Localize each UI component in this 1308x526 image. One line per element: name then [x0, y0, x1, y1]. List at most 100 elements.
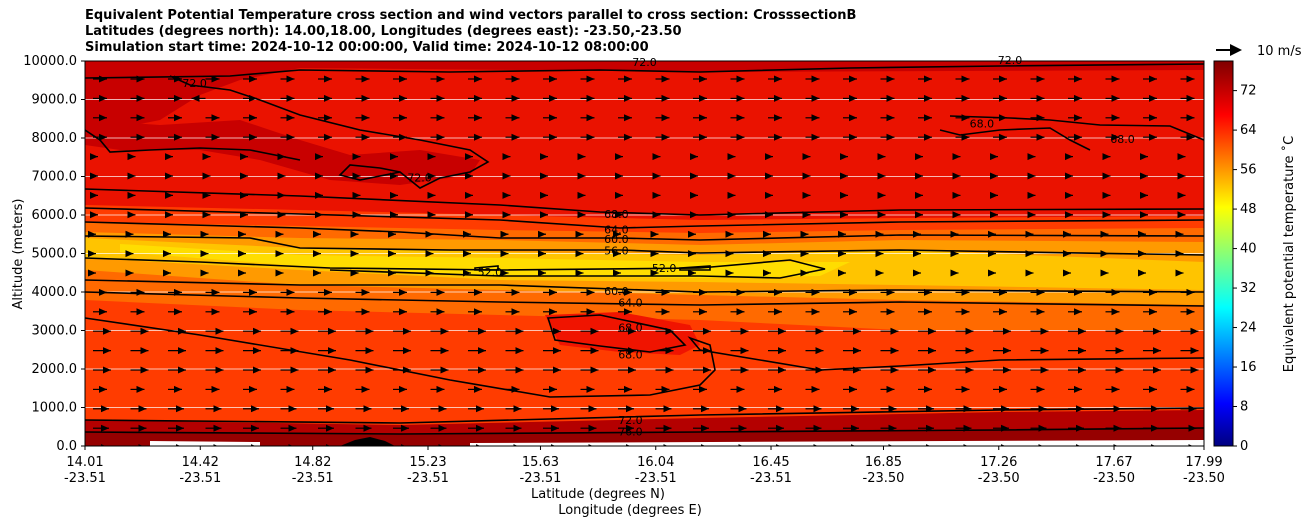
wind-vector-head-8-14	[613, 230, 621, 238]
wind-vector-head-8-28	[1138, 230, 1146, 238]
contour-label-1: 72.0	[182, 77, 207, 90]
wind-vector-head-13-29	[1190, 327, 1199, 335]
wind-vector-head-9-16	[688, 250, 696, 258]
wind-vector-head-4-24	[990, 153, 998, 161]
wind-vector-head-17-19	[813, 405, 822, 413]
wind-vector-head-2-22	[924, 114, 932, 122]
wind-vector-head-13-5	[290, 327, 299, 335]
wind-vector-head-15-10	[478, 366, 486, 374]
wind-vector-head-16-17	[736, 385, 745, 393]
wind-vector-head-4-29	[1177, 153, 1186, 161]
wind-vector-head-11-3	[211, 288, 220, 296]
wind-vector-head-7-26	[1065, 211, 1073, 219]
cb-tick-label-4: 32	[1240, 281, 1257, 296]
wind-vector-head-17-7	[363, 405, 372, 413]
y-axis: 0.0 1000.0 2000.0 3000.0 4000.0 5000.0 6000.0 7…	[23, 54, 85, 454]
wind-vector-head-8-17	[725, 230, 734, 238]
wind-vector-head-3-11	[511, 133, 520, 141]
wind-vector-head-2-0	[99, 114, 107, 122]
wind-vector-head-10-10	[463, 269, 471, 277]
wind-vector-head-8-10	[463, 230, 471, 238]
wind-vector-head-10-1	[125, 269, 134, 277]
wind-vector-head-10-26	[1063, 269, 1071, 277]
wind-vector-head-1-29	[1186, 94, 1195, 102]
wind-vector-head-9-5	[275, 250, 284, 258]
wind-vector-head-8-13	[575, 230, 584, 238]
wind-vector-head-3-2	[174, 133, 182, 141]
wind-vector-head-15-13	[590, 366, 599, 374]
wind-vector-head-5-28	[1140, 172, 1148, 180]
cb-tick-label-2: 16	[1240, 360, 1257, 375]
wind-vector-head-1-26	[1074, 94, 1082, 102]
wind-vectors	[88, 75, 1199, 446]
contour-label-8: 60.0	[604, 233, 629, 246]
wind-vector-head-4-22	[915, 153, 923, 161]
wind-vector-head-15-24	[1003, 366, 1011, 374]
wind-vector-head-13-2	[178, 327, 186, 335]
wind-vector-head-9-22	[913, 250, 921, 258]
wind-vector-head-0-28	[1149, 75, 1157, 83]
wind-vector-head-17-22	[926, 405, 934, 413]
wind-vector-head-11-22	[924, 288, 932, 296]
wind-vector-head-4-18	[765, 153, 773, 161]
wind-vector-head-16-13	[586, 385, 595, 393]
wind-vector-head-0-19	[811, 75, 820, 83]
wind-vector-head-9-2	[163, 250, 171, 258]
wind-vector-head-11-8	[399, 288, 407, 296]
wind-vector-head-10-7	[350, 269, 359, 277]
wind-vector-head-3-9	[436, 133, 445, 141]
wind-vector-head-9-0	[88, 250, 96, 258]
wind-vector-head-14-17	[740, 347, 749, 355]
wind-vector-head-4-27	[1102, 153, 1111, 161]
wind-vector-head-13-19	[815, 327, 824, 335]
wind-vector-head-4-28	[1140, 153, 1148, 161]
wind-vector-head-17-29	[1188, 405, 1197, 413]
wind-vector-head-11-11	[511, 288, 520, 296]
wind-vector-head-14-14	[628, 347, 636, 355]
wind-vector-head-10-15	[650, 269, 659, 277]
wind-vector-head-17-11	[513, 405, 522, 413]
wind-vector-head-18-28	[1151, 424, 1159, 432]
wind-vector-head-12-2	[174, 308, 182, 316]
wind-vector-head-1-5	[286, 94, 295, 102]
wind-vector-head-13-4	[253, 327, 261, 335]
wind-vector-head-5-10	[465, 172, 473, 180]
wind-vector-head-6-5	[277, 191, 286, 199]
wind-vector-head-8-5	[275, 230, 284, 238]
x-axis-label-lon: Longitude (degrees E)	[558, 503, 702, 518]
wind-vector-head-5-9	[427, 172, 436, 180]
wind-vector-head-14-15	[665, 347, 674, 355]
wind-vector-head-16-24	[999, 385, 1007, 393]
wind-vector-head-13-18	[778, 327, 786, 335]
wind-vector-head-18-8	[401, 424, 409, 432]
wind-vector-head-15-17	[740, 366, 749, 374]
wind-vector-head-1-21	[886, 94, 895, 102]
wind-vector-head-0-11	[511, 75, 520, 83]
wind-vector-head-7-14	[615, 211, 623, 219]
x-tick-lon-7: -23.50	[863, 471, 905, 486]
wind-vector-head-9-24	[988, 250, 996, 258]
wind-vector-head-0-21	[886, 75, 895, 83]
wind-vector-head-0-8	[399, 75, 407, 83]
wind-vector-head-1-18	[774, 94, 782, 102]
wind-vector-head-7-24	[990, 211, 998, 219]
wind-vector-head-6-29	[1177, 191, 1186, 199]
wind-vector-head-7-16	[690, 211, 698, 219]
wind-vector-head-1-6	[324, 94, 332, 102]
wind-vector-head-3-24	[999, 133, 1007, 141]
wind-vector-head-17-18	[776, 405, 784, 413]
wind-vector-head-9-28	[1138, 250, 1146, 258]
wind-vector-head-11-10	[474, 288, 482, 296]
contour-76-surface	[85, 427, 1204, 435]
wind-vector-head-2-28	[1149, 114, 1157, 122]
wind-vector-head-10-11	[500, 269, 509, 277]
wind-vector-head-4-23	[952, 153, 961, 161]
wind-vector-head-14-21	[890, 347, 899, 355]
contour-labels: 72.072.072.072.068.068.068.064.060.056.0…	[182, 54, 1134, 439]
wind-vector-head-13-11	[515, 327, 524, 335]
wind-vector-head-15-12	[553, 366, 561, 374]
wind-vector-head-15-19	[815, 366, 824, 374]
cb-tick-label-8: 64	[1240, 123, 1257, 138]
wind-vector-head-7-4	[240, 211, 248, 219]
wind-vector-head-16-1	[136, 385, 145, 393]
